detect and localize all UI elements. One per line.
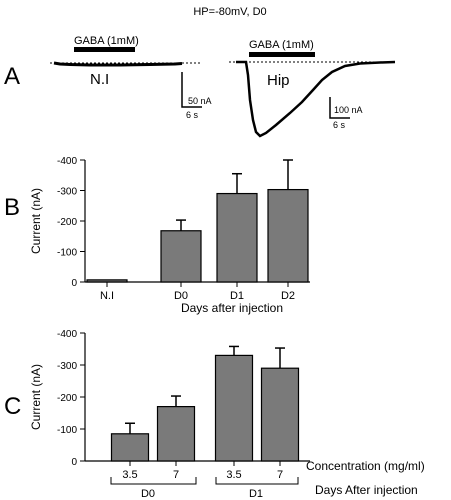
x-tick-label: 3.5 [122,469,137,481]
chart-b: 0 -100 -200 -300 -400 Current (nA) N.I D0 D1 D2Da… [29,156,310,315]
y-tick-label: -100 [57,248,77,259]
y-tick-label: -300 [57,361,77,372]
bar [267,188,309,283]
y-tick-label: -200 [57,217,77,228]
y-tick-label: -200 [57,393,77,404]
scale-bar-hip [329,97,350,119]
trace-label-ni: N.I [90,71,109,88]
group-bracket-d0 [110,477,197,485]
days-label: Days After injection [315,483,418,497]
y-tick-label: -300 [57,187,77,198]
scale-current-ni: 50 nA [188,96,212,106]
gaba-stimulus-bar-ni [74,47,135,52]
current-trace-ni [53,61,183,67]
bar [86,279,128,283]
panel-c-letter: C [4,393,21,420]
y-axis-label: Current (nA) [29,188,43,254]
x-tick-label: 7 [173,469,179,481]
y-tick-label: -100 [57,425,77,436]
concentration-label: Concentration (mg/ml) [306,459,425,473]
gaba-label-ni: GABA (1mM) [74,35,139,47]
figure-title: HP=-80mV, D0 [193,6,266,18]
y-tick-label: 0 [71,457,77,468]
y-tick-label: -400 [57,329,77,340]
x-tick-label: 7 [277,469,283,481]
x-tick-label: D1 [230,290,244,302]
group-label-d0: D0 [141,488,155,500]
x-tick-label: N.I [100,290,114,302]
x-tick-label: 3.5 [226,469,241,481]
trace-label-hip: Hip [267,72,290,89]
group-label-d1: D1 [249,488,263,500]
bar [260,367,300,462]
bar [214,354,254,462]
scale-time-hip: 6 s [333,120,346,130]
bar [110,433,150,462]
trace-ni: GABA (1mM) N.I 50 nA 6 s [50,35,212,120]
y-tick-label: 0 [71,278,77,289]
x-tick-label: D2 [281,290,295,302]
bar [160,230,202,283]
y-axis-label: Current (nA) [29,364,43,430]
current-trace-hip [236,60,396,138]
gaba-label-hip: GABA (1mM) [249,39,314,51]
panel-b-letter: B [4,194,20,221]
x-tick-label: D0 [174,290,188,302]
group-bracket-d1 [215,477,299,485]
scale-current-hip: 100 nA [334,105,363,115]
scale-bar-ni [181,72,202,108]
x-axis-label: Days after injection [181,301,283,315]
y-tick-label: -400 [57,156,77,167]
scale-time-ni: 6 s [186,110,199,120]
trace-hip: GABA (1mM) Hip 100 nA 6 s [229,39,396,138]
panel-a-letter: A [4,63,20,90]
chart-c: 0 -100 -200 -300 -400 Current (nA) 3.5 7 3.5 7 [29,329,310,481]
gaba-stimulus-bar-hip [249,52,315,57]
bar [216,192,258,283]
bar [156,406,196,462]
